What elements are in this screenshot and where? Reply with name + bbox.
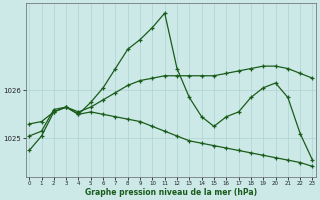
X-axis label: Graphe pression niveau de la mer (hPa): Graphe pression niveau de la mer (hPa) (85, 188, 257, 197)
